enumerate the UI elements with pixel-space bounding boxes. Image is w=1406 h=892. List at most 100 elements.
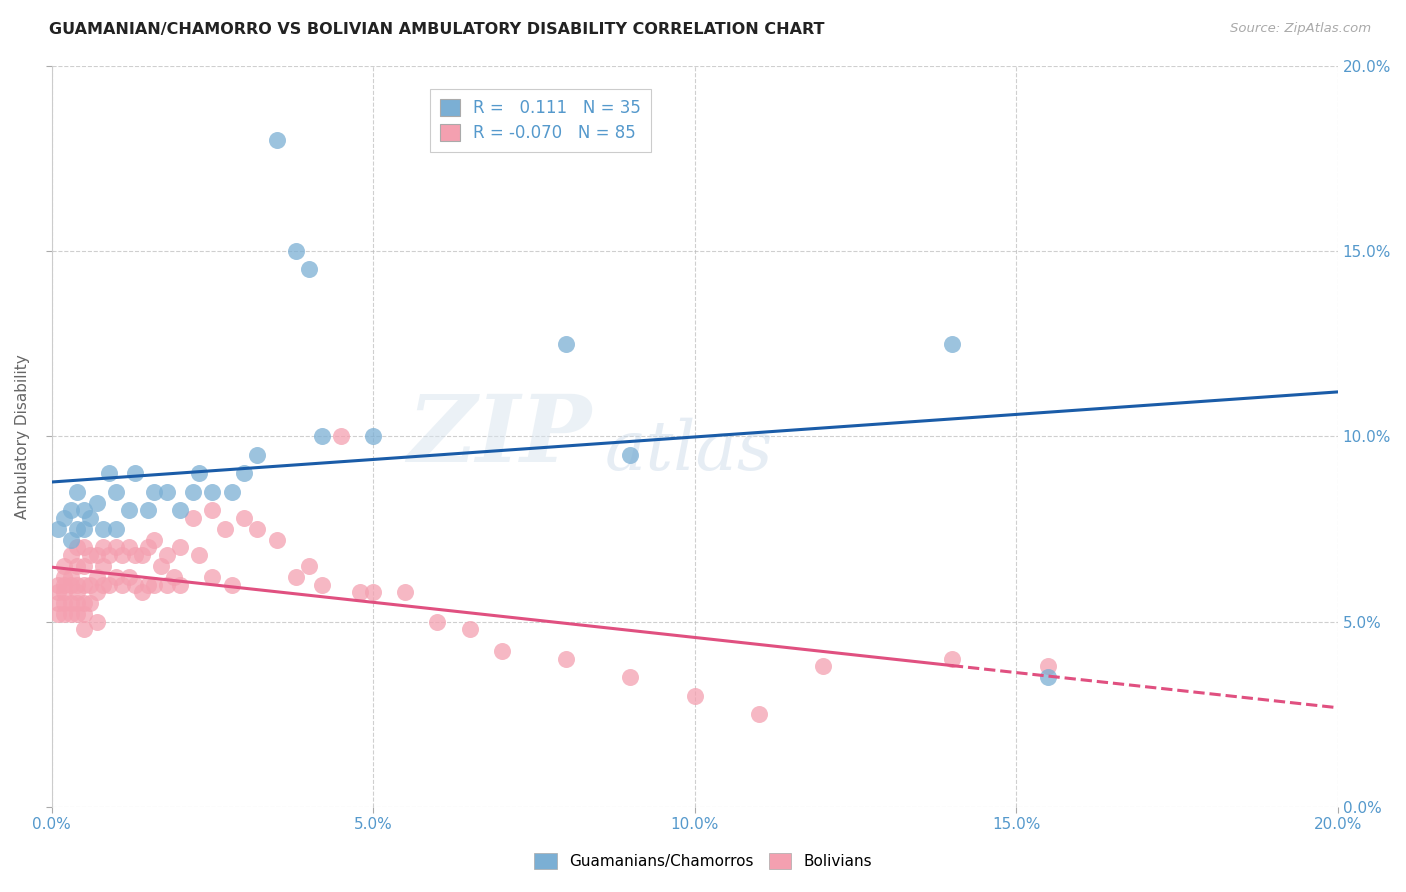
Point (246, 448, 269, 462)
Point (73, 607, 96, 622)
Point (458, 622, 481, 636)
Point (118, 541, 141, 555)
Point (311, 429, 333, 443)
Point (201, 570, 224, 584)
Point (59, 503, 82, 517)
Point (221, 577, 243, 591)
Point (748, 707, 770, 722)
Point (124, 467, 146, 481)
Point (79, 511, 101, 525)
Text: atlas: atlas (605, 417, 773, 484)
Point (86, 585, 108, 599)
Point (79, 548, 101, 562)
Point (98, 577, 121, 591)
Point (104, 570, 127, 584)
Point (59, 577, 82, 591)
Point (221, 484, 243, 499)
Point (329, 429, 352, 443)
Point (104, 541, 127, 555)
Point (66, 596, 89, 610)
Point (91, 559, 114, 574)
Point (53, 596, 76, 610)
Point (619, 670, 641, 684)
Point (73, 577, 96, 591)
Point (298, 262, 321, 277)
Point (136, 577, 159, 591)
Point (46, 596, 69, 610)
Point (143, 484, 166, 499)
Point (181, 484, 204, 499)
Point (941, 336, 963, 351)
Point (79, 596, 101, 610)
Point (266, 133, 288, 147)
Point (66, 559, 89, 574)
Point (156, 548, 179, 562)
Point (86, 548, 108, 562)
Point (233, 467, 256, 481)
Point (163, 570, 186, 584)
Text: Source: ZipAtlas.com: Source: ZipAtlas.com (1230, 22, 1371, 36)
Point (813, 659, 835, 673)
Point (66, 522, 89, 536)
Point (73, 503, 96, 517)
Point (79, 577, 101, 591)
Point (46, 522, 69, 536)
Point (619, 448, 641, 462)
Point (46, 577, 69, 591)
Point (98, 467, 121, 481)
Point (53, 570, 76, 584)
Point (169, 503, 191, 517)
Point (66, 585, 89, 599)
Point (169, 577, 191, 591)
Point (73, 522, 96, 536)
Point (86, 570, 108, 584)
Point (266, 533, 288, 547)
Point (143, 577, 166, 591)
Point (73, 596, 96, 610)
Point (59, 607, 82, 622)
Point (298, 559, 321, 574)
Point (214, 522, 236, 536)
Point (91, 577, 114, 591)
Point (284, 570, 307, 584)
Point (555, 336, 578, 351)
Point (59, 570, 82, 584)
Point (683, 689, 706, 703)
Point (131, 548, 153, 562)
Point (361, 429, 384, 443)
Point (53, 559, 76, 574)
Point (131, 585, 153, 599)
Point (104, 484, 127, 499)
Point (284, 244, 307, 258)
Point (59, 548, 82, 562)
Text: GUAMANIAN/CHAMORRO VS BOLIVIAN AMBULATORY DISABILITY CORRELATION CHART: GUAMANIAN/CHAMORRO VS BOLIVIAN AMBULATOR… (49, 22, 825, 37)
Text: ZIP: ZIP (408, 392, 592, 482)
Point (941, 651, 963, 665)
Point (53, 577, 76, 591)
Point (46, 585, 69, 599)
Point (59, 596, 82, 610)
Point (118, 570, 141, 584)
Point (491, 644, 513, 658)
Point (136, 503, 159, 517)
Point (66, 541, 89, 555)
Point (349, 585, 371, 599)
Legend: Guamanians/Chamorros, Bolivians: Guamanians/Chamorros, Bolivians (527, 847, 879, 875)
Point (246, 522, 269, 536)
Point (46, 607, 69, 622)
Point (169, 541, 191, 555)
Point (86, 496, 108, 510)
Point (91, 522, 114, 536)
Point (156, 484, 179, 499)
Point (188, 467, 211, 481)
Point (136, 541, 159, 555)
Point (361, 585, 384, 599)
Point (394, 585, 416, 599)
Point (124, 577, 146, 591)
Point (143, 533, 166, 547)
Point (1038, 670, 1060, 684)
Point (201, 503, 224, 517)
Point (59, 533, 82, 547)
Point (233, 511, 256, 525)
Point (73, 541, 96, 555)
